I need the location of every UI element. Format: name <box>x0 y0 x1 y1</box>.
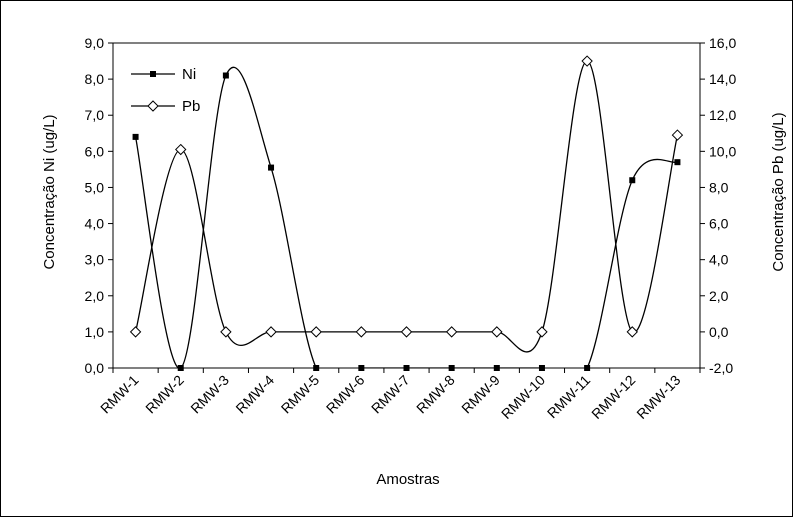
right-tick-label: 16,0 <box>709 35 736 51</box>
pb-data-point <box>355 326 368 338</box>
right-axis-ticks: -2,0 0,0 2,0 4,0 6,0 8,0 10,0 12,0 14,0 16,0 <box>700 35 736 376</box>
x-tick-label: RMW-4 <box>232 372 277 417</box>
ni-data-point <box>222 72 229 79</box>
right-tick-label: 6,0 <box>709 216 729 232</box>
left-tick-label: 0,0 <box>85 360 105 376</box>
x-tick-label: RMW-9 <box>458 372 503 417</box>
x-tick-label: RMW-2 <box>142 372 187 417</box>
x-tick-label: RMW-1 <box>97 372 142 417</box>
x-tick-label: RMW-12 <box>588 372 638 422</box>
legend: Ni Pb <box>131 66 200 115</box>
pb-data-point <box>175 143 187 156</box>
left-tick-label: 3,0 <box>85 252 105 268</box>
legend-pb-marker <box>147 100 159 112</box>
right-tick-label: 0,0 <box>709 324 729 340</box>
x-tick-label: RMW-10 <box>498 372 548 422</box>
left-tick-label: 1,0 <box>85 324 105 340</box>
right-tick-label: 12,0 <box>709 107 736 123</box>
pb-data-point <box>671 129 684 141</box>
pb-data-point <box>265 326 277 338</box>
right-tick-label: 2,0 <box>709 288 729 304</box>
y-axis-right-title: Concentração Pb (ug/L) <box>770 112 787 271</box>
ni-data-point <box>268 164 275 171</box>
pb-series-line <box>134 60 679 353</box>
ni-data-point <box>177 365 184 371</box>
x-tick-label: RMW-13 <box>633 372 683 422</box>
legend-ni-marker <box>150 71 156 77</box>
ni-data-point <box>358 365 365 371</box>
left-tick-label: 9,0 <box>85 35 105 51</box>
left-tick-label: 4,0 <box>85 216 105 232</box>
ni-data-point <box>538 365 545 371</box>
left-tick-label: 2,0 <box>85 288 105 304</box>
ni-data-point <box>448 365 455 371</box>
left-tick-label: 8,0 <box>85 71 105 87</box>
pb-data-point <box>626 326 638 338</box>
x-axis-ticks: RMW-1 RMW-2 RMW-3 RMW-4 RMW-5 RMW-6 RMW-7 RMW-8… <box>97 368 701 422</box>
ni-data-point <box>132 133 139 140</box>
plot-area <box>112 42 701 369</box>
pb-data-point <box>310 326 322 338</box>
x-tick-label: RMW-5 <box>278 372 323 417</box>
right-tick-label: -2,0 <box>709 360 733 376</box>
ni-data-point <box>629 177 636 184</box>
y-axis-left-title: Concentração Ni (ug/L) <box>41 114 58 269</box>
pb-data-point <box>400 326 413 338</box>
ni-data-point <box>493 365 500 371</box>
right-tick-label: 14,0 <box>709 71 736 87</box>
x-tick-label: RMW-11 <box>544 372 594 422</box>
left-tick-label: 6,0 <box>85 143 105 159</box>
legend-pb-label: Pb <box>182 98 200 115</box>
pb-data-point <box>129 326 142 338</box>
ni-data-point <box>584 365 591 371</box>
pb-data-point <box>581 55 593 67</box>
x-axis-title: Amostras <box>376 471 439 488</box>
series-layer <box>129 55 684 371</box>
plot-area-border <box>112 42 701 369</box>
right-tick-label: 10,0 <box>709 143 736 159</box>
x-tick-label: RMW-3 <box>187 372 232 417</box>
ni-data-point <box>403 365 410 371</box>
ni-data-point <box>674 159 681 166</box>
pb-data-point <box>536 326 548 338</box>
legend-ni-label: Ni <box>182 66 196 83</box>
ni-data-point <box>313 365 320 371</box>
pb-data-point <box>445 326 458 338</box>
pb-data-point <box>220 326 232 338</box>
x-tick-label: RMW-8 <box>413 372 458 417</box>
right-tick-label: 8,0 <box>709 179 729 195</box>
ni-series-line <box>134 66 678 368</box>
pb-data-point <box>491 326 503 338</box>
left-tick-label: 5,0 <box>85 179 105 195</box>
left-axis-ticks: 0,0 1,0 2,0 3,0 4,0 5,0 6,0 7,0 8,0 9,0 <box>85 35 113 376</box>
left-tick-label: 7,0 <box>85 107 105 123</box>
x-tick-label: RMW-6 <box>323 372 368 417</box>
x-tick-label: RMW-7 <box>368 372 413 417</box>
right-tick-label: 4,0 <box>709 252 729 268</box>
